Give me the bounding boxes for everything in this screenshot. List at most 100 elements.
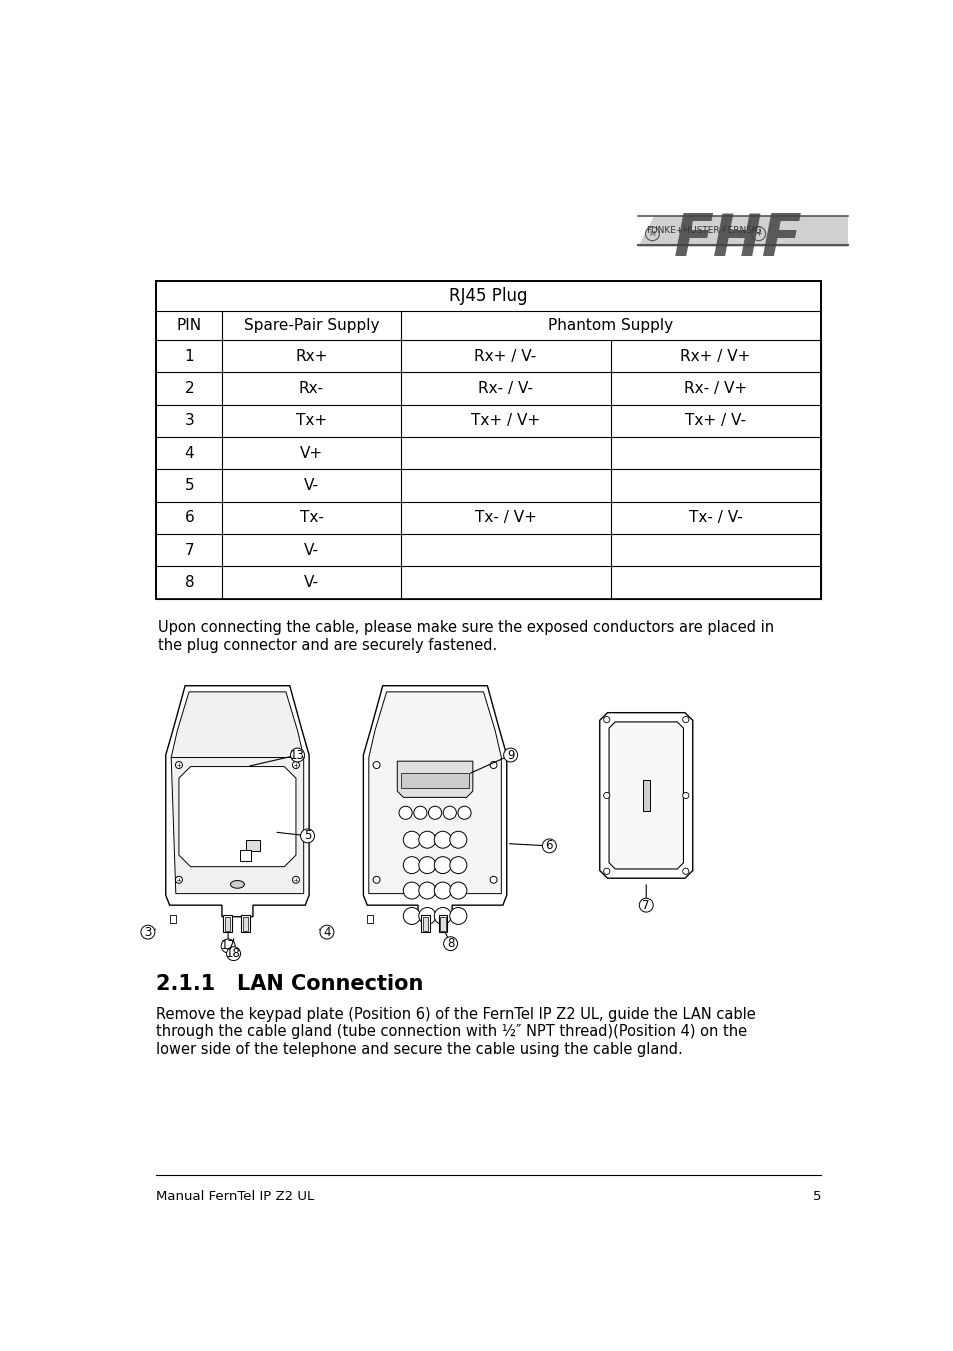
Text: Remove the keypad plate (Position 6) of the FernTel IP Z2 UL, guide the LAN cabl: Remove the keypad plate (Position 6) of … [156, 1006, 756, 1056]
Circle shape [403, 831, 420, 848]
Text: V+: V+ [299, 446, 323, 461]
Text: Spare-Pair Supply: Spare-Pair Supply [243, 317, 378, 332]
Polygon shape [638, 216, 847, 247]
Bar [240, 850, 251, 861]
Text: 5: 5 [304, 830, 311, 843]
Circle shape [398, 807, 412, 819]
Bar [420, 915, 429, 932]
Text: 9: 9 [506, 748, 514, 762]
Text: 17: 17 [220, 939, 235, 952]
Circle shape [603, 869, 609, 874]
Circle shape [373, 877, 379, 884]
Bar [440, 917, 445, 931]
Circle shape [428, 807, 441, 819]
Text: 2: 2 [184, 381, 194, 396]
Circle shape [490, 762, 497, 769]
Circle shape [682, 869, 688, 874]
Bar [438, 915, 447, 932]
Text: 13: 13 [290, 748, 305, 762]
Circle shape [291, 748, 304, 762]
Circle shape [221, 939, 234, 952]
Bar [223, 915, 232, 932]
Text: Rx- / V-: Rx- / V- [477, 381, 533, 396]
Circle shape [434, 831, 451, 848]
Circle shape [645, 227, 659, 240]
Text: PIN: PIN [176, 317, 202, 332]
Bar [243, 917, 248, 931]
Text: RJ45 Plug: RJ45 Plug [449, 288, 527, 305]
Bar [642, 780, 649, 811]
Text: Rx+: Rx+ [294, 349, 327, 363]
Text: 7: 7 [641, 898, 649, 912]
Text: Rx- / V+: Rx- / V+ [683, 381, 746, 396]
Bar [400, 773, 469, 788]
Circle shape [503, 748, 517, 762]
Text: 8: 8 [446, 938, 454, 950]
Circle shape [373, 762, 379, 769]
Circle shape [603, 716, 609, 723]
Circle shape [293, 877, 299, 884]
Circle shape [449, 908, 466, 924]
Circle shape [542, 839, 556, 852]
Circle shape [418, 882, 436, 898]
Polygon shape [171, 692, 303, 893]
Text: 18: 18 [226, 947, 241, 961]
Circle shape [403, 857, 420, 874]
Circle shape [434, 857, 451, 874]
Bar [156, 281, 820, 598]
Bar [225, 917, 231, 931]
Polygon shape [396, 761, 473, 797]
Polygon shape [608, 721, 682, 869]
Text: 6: 6 [184, 511, 194, 526]
Circle shape [418, 857, 436, 874]
Text: Manual FernTel IP Z2 UL: Manual FernTel IP Z2 UL [156, 1190, 314, 1204]
Text: M: M [649, 231, 655, 236]
Circle shape [682, 793, 688, 798]
Circle shape [434, 908, 451, 924]
Circle shape [300, 830, 314, 843]
Circle shape [227, 947, 240, 961]
Circle shape [449, 882, 466, 898]
Text: FUNKE+HUSTER-FERNSIG: FUNKE+HUSTER-FERNSIG [646, 226, 761, 235]
Circle shape [751, 227, 765, 240]
Ellipse shape [231, 881, 244, 888]
Polygon shape [166, 686, 309, 917]
Circle shape [449, 857, 466, 874]
Bar [170, 915, 175, 923]
Text: 3: 3 [184, 413, 194, 428]
Text: Tx+ / V+: Tx+ / V+ [471, 413, 539, 428]
Text: 2.1.1   LAN Connection: 2.1.1 LAN Connection [156, 974, 423, 994]
Bar [422, 917, 428, 931]
Text: Rx+ / V-: Rx+ / V- [474, 349, 537, 363]
Text: 6: 6 [545, 839, 553, 852]
Bar [241, 915, 250, 932]
Text: Upon connecting the cable, please make sure the exposed conductors are placed in: Upon connecting the cable, please make s… [158, 620, 773, 653]
Circle shape [403, 882, 420, 898]
Text: 5: 5 [184, 478, 194, 493]
Text: 1: 1 [184, 349, 194, 363]
Text: Tx+ / V-: Tx+ / V- [684, 413, 745, 428]
Circle shape [603, 793, 609, 798]
Circle shape [434, 882, 451, 898]
Text: 3: 3 [144, 925, 152, 939]
Text: Tx-: Tx- [299, 511, 323, 526]
Text: 5: 5 [812, 1190, 821, 1204]
Bar [367, 915, 373, 923]
Circle shape [175, 877, 182, 884]
Bar [246, 840, 260, 851]
Circle shape [319, 925, 334, 939]
Text: V-: V- [304, 543, 318, 558]
Circle shape [293, 762, 299, 769]
Text: Rx-: Rx- [298, 381, 324, 396]
Circle shape [443, 807, 456, 819]
Circle shape [418, 908, 436, 924]
Text: Tx- / V+: Tx- / V+ [475, 511, 536, 526]
Circle shape [449, 831, 466, 848]
Circle shape [682, 716, 688, 723]
Text: 8: 8 [184, 576, 194, 590]
Circle shape [175, 762, 182, 769]
Polygon shape [179, 766, 295, 867]
Polygon shape [363, 686, 506, 917]
Text: Tx- / V-: Tx- / V- [688, 511, 741, 526]
Circle shape [403, 908, 420, 924]
